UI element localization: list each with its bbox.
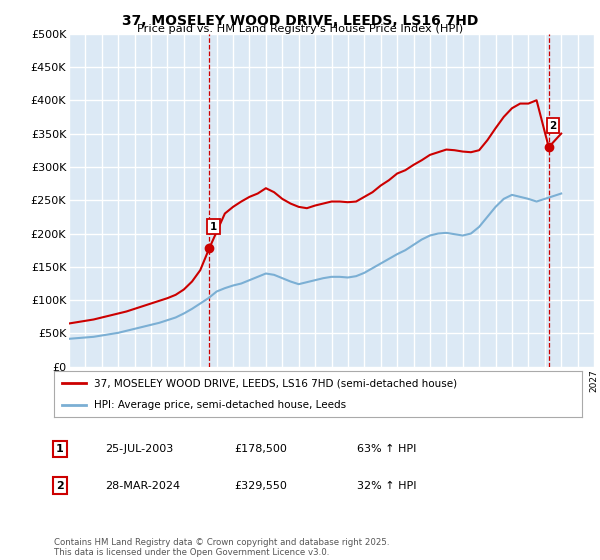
- Text: £178,500: £178,500: [234, 444, 287, 454]
- Text: 37, MOSELEY WOOD DRIVE, LEEDS, LS16 7HD (semi-detached house): 37, MOSELEY WOOD DRIVE, LEEDS, LS16 7HD …: [94, 378, 457, 388]
- Text: 2: 2: [56, 480, 64, 491]
- Text: 2: 2: [549, 121, 556, 131]
- Text: HPI: Average price, semi-detached house, Leeds: HPI: Average price, semi-detached house,…: [94, 400, 346, 410]
- Text: 1: 1: [210, 222, 217, 231]
- Text: 28-MAR-2024: 28-MAR-2024: [105, 480, 180, 491]
- Text: 25-JUL-2003: 25-JUL-2003: [105, 444, 173, 454]
- Text: 63% ↑ HPI: 63% ↑ HPI: [357, 444, 416, 454]
- Text: Contains HM Land Registry data © Crown copyright and database right 2025.
This d: Contains HM Land Registry data © Crown c…: [54, 538, 389, 557]
- Text: Price paid vs. HM Land Registry's House Price Index (HPI): Price paid vs. HM Land Registry's House …: [137, 24, 463, 34]
- Text: 32% ↑ HPI: 32% ↑ HPI: [357, 480, 416, 491]
- Text: 37, MOSELEY WOOD DRIVE, LEEDS, LS16 7HD: 37, MOSELEY WOOD DRIVE, LEEDS, LS16 7HD: [122, 14, 478, 28]
- Text: £329,550: £329,550: [234, 480, 287, 491]
- Text: 1: 1: [56, 444, 64, 454]
